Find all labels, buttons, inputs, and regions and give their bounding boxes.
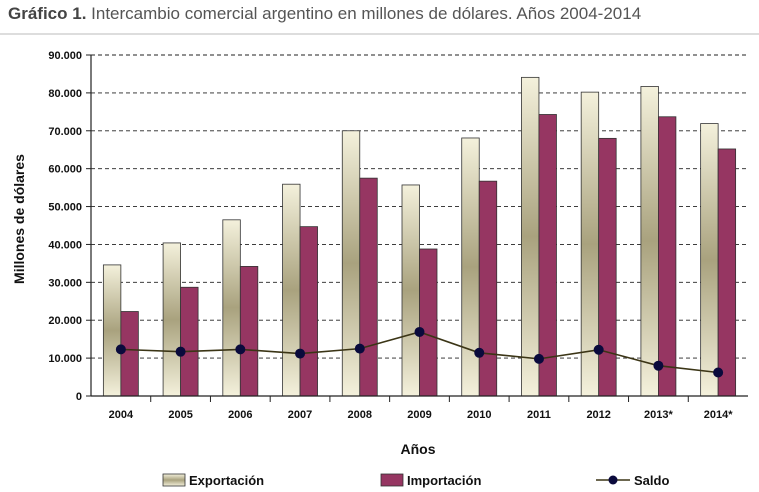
tick-labels: 0 10.000 20.000 30.000 40.000 50.000 60.000 70.… <box>48 50 733 421</box>
bar-importacion-2009 <box>419 248 438 397</box>
y-tick-label-40000: 40.000 <box>48 239 82 251</box>
saldo-point-2011 <box>533 353 544 364</box>
y-tick-label-30000: 30.000 <box>48 277 82 289</box>
bar-importacion-2006 <box>239 266 259 397</box>
legend-swatch-saldo-marker <box>608 475 618 485</box>
saldo-point-2013* <box>653 360 664 371</box>
bar-importacion-2014* <box>717 148 737 397</box>
saldo-series <box>115 326 724 378</box>
y-tick-label-70000: 70.000 <box>48 126 82 138</box>
x-tick-label-2014*: 2014* <box>704 409 733 421</box>
bar-importacion-2004 <box>120 311 139 397</box>
legend-label-importacion: Importación <box>407 473 481 488</box>
bar-exportacion-2010 <box>461 137 480 397</box>
saldo-point-2008 <box>354 343 365 354</box>
bar-exportacion-2007 <box>282 183 301 397</box>
y-tick-label-0: 0 <box>76 391 82 403</box>
bar-importacion-2011 <box>538 114 557 397</box>
legend-swatch-exportacion <box>162 473 186 487</box>
bar-exportacion-2014* <box>700 123 719 397</box>
y-tick-label-60000: 60.000 <box>48 164 82 176</box>
bar-exportacion-2009 <box>401 184 420 397</box>
x-tick-label-2007: 2007 <box>288 409 312 421</box>
bar-exportacion-2006 <box>222 219 241 397</box>
bar-importacion-2008 <box>359 177 378 397</box>
legend: Exportación Importación Saldo <box>162 473 669 488</box>
bar-importacion-2007 <box>299 226 318 397</box>
saldo-point-2005 <box>175 346 186 357</box>
bar-exportacion-2004 <box>102 264 122 397</box>
x-tick-label-2011: 2011 <box>527 409 551 421</box>
x-tick-label-2009: 2009 <box>407 409 431 421</box>
y-tick-label-50000: 50.000 <box>48 202 82 214</box>
saldo-point-2004 <box>115 344 126 355</box>
x-tick-label-2012: 2012 <box>586 409 610 421</box>
saldo-point-2009 <box>414 326 425 337</box>
y-tick-label-20000: 20.000 <box>48 315 82 327</box>
x-tick-label-2005: 2005 <box>168 409 192 421</box>
x-tick-label-2008: 2008 <box>348 409 372 421</box>
x-tick-label-2006: 2006 <box>228 409 252 421</box>
bar-exportacion-2011 <box>521 76 540 397</box>
chart-title: Gráfico 1. Intercambio comercial argenti… <box>8 4 641 24</box>
saldo-point-2012 <box>593 344 604 355</box>
x-tick-label-2013*: 2013* <box>644 409 673 421</box>
saldo-point-2014* <box>713 367 724 378</box>
bar-importacion-2013* <box>658 116 677 397</box>
x-axis-title: Años <box>401 441 436 457</box>
y-tick-label-10000: 10.000 <box>48 353 82 365</box>
y-axis-title: Millones de dólares <box>11 154 27 284</box>
saldo-point-2010 <box>474 347 485 358</box>
bar-importacion-2010 <box>478 180 498 397</box>
saldo-point-2007 <box>295 348 306 359</box>
x-tick-label-2010: 2010 <box>467 409 491 421</box>
y-tick-label-80000: 80.000 <box>48 88 82 100</box>
legend-label-exportacion: Exportación <box>189 473 264 488</box>
gridlines <box>86 54 748 402</box>
bar-exportacion-2013* <box>640 86 659 397</box>
bars <box>102 76 737 397</box>
legend-swatch-importacion <box>380 473 404 487</box>
bar-importacion-2012 <box>598 137 617 397</box>
x-tick-label-2004: 2004 <box>109 409 134 421</box>
chart-title-text: Intercambio comercial argentino en millo… <box>91 4 642 23</box>
legend-label-saldo: Saldo <box>634 473 669 488</box>
bar-exportacion-2008 <box>341 130 361 397</box>
chart-title-prefix: Gráfico 1. <box>8 4 87 23</box>
y-tick-label-90000: 90.000 <box>48 50 82 62</box>
axes <box>90 55 748 397</box>
bar-exportacion-2005 <box>162 242 181 397</box>
bar-importacion-2005 <box>180 286 199 397</box>
saldo-point-2006 <box>235 344 246 355</box>
